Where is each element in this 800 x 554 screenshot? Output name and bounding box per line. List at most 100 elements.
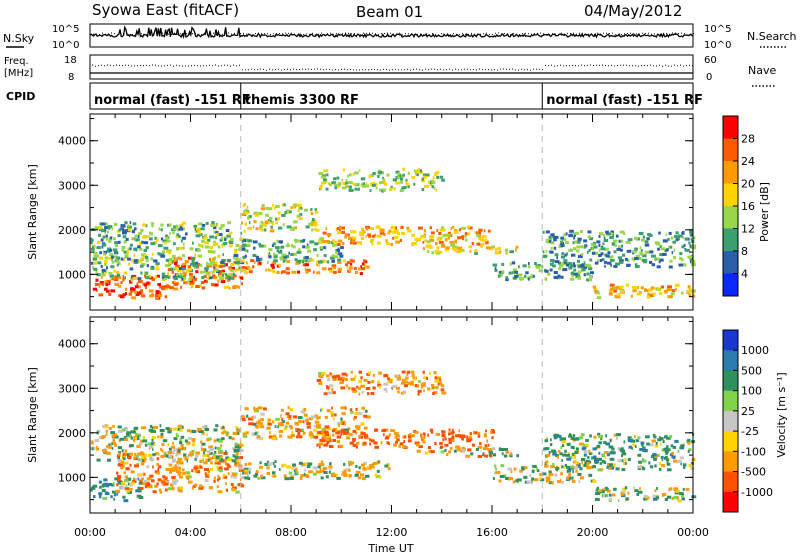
scatter-cell [598,243,601,247]
scatter-cell [282,223,285,227]
scatter-cell [199,263,203,267]
scatter-cell [113,482,115,485]
scatter-cell [665,233,668,237]
x-tick-label: 00:00 [677,526,709,539]
scatter-cell [93,261,97,265]
scatter-cell [138,458,142,462]
scatter-cell [287,406,290,410]
scatter-cell [550,241,555,245]
scatter-cell [259,224,264,228]
scatter-cell [329,462,332,466]
scatter-cell [214,459,218,463]
scatter-cell [171,451,175,455]
scatter-cell [422,240,425,244]
scatter-cell [401,186,406,190]
scatter-cell [198,430,204,433]
scatter-cell [175,224,179,228]
scatter-cell [172,254,176,258]
scatter-cell [619,230,625,234]
scatter-cell [656,487,658,490]
scatter-cell [627,238,633,242]
scatter-cell [137,477,140,481]
scatter-cell [310,212,314,215]
scatter-cell [361,267,366,271]
scatter-cell [685,237,689,241]
scatter-cell [383,233,386,236]
scatter-cell [340,417,343,421]
scatter-cell [165,468,171,471]
scatter-cell [173,287,179,291]
scatter-cell [546,437,548,441]
scatter-cell [318,239,320,243]
scatter-cell [352,236,357,240]
scatter-cell [362,466,366,470]
scatter-cell [616,286,621,290]
scatter-cell [669,435,673,438]
scatter-cell [679,492,683,496]
scatter-cell [319,246,323,250]
scatter-cell [499,475,505,478]
scatter-cell [134,259,138,263]
scatter-cell [132,477,136,481]
scatter-cell [276,249,280,253]
scatter-cell [685,487,690,491]
scatter-cell [634,257,639,260]
scatter-cell [171,270,174,274]
scatter-cell [445,453,449,457]
scatter-cell [230,267,235,270]
scatter-cell [113,497,115,501]
scatter-cell [399,238,402,242]
scatter-cell [148,485,153,489]
scatter-cell [551,481,554,485]
scatter-cell [316,379,322,382]
scatter-cell [378,371,382,375]
scatter-cell [683,463,687,467]
scatter-cell [600,252,604,256]
scatter-cell [218,233,223,237]
scatter-cell [690,237,693,241]
scatter-cell [105,234,108,238]
scatter-cell [172,458,176,462]
scatter-cell [582,443,585,447]
scatter-cell [646,442,650,446]
scatter-cell [317,430,322,434]
scatter-cell [433,371,437,375]
scatter-cell [144,274,146,278]
scatter-cell [377,170,383,174]
scatter-cell [125,292,127,296]
scatter-cell [673,495,679,499]
scatter-cell [326,440,330,444]
scatter-cell [153,241,158,244]
scatter-cell [383,180,386,184]
scatter-cell [204,241,209,245]
scatter-cell [111,258,113,262]
scatter-cell [177,424,182,428]
scatter-cell [103,252,106,256]
scatter-cell [395,434,400,438]
scatter-cell [240,415,245,419]
scatter-cell [572,247,577,251]
scatter-cell [117,284,122,288]
scatter-cell [152,453,156,457]
scatter-cell [495,467,497,471]
scatter-cell [604,264,606,268]
scatter-cell [432,181,436,184]
scatter-cell [515,245,519,249]
scatter-cell [253,406,256,410]
scatter-cell [377,460,380,464]
cpid-segment-label: normal (fast) -151 RF [546,93,703,108]
scatter-cell [674,439,679,443]
scatter-cell [356,385,359,389]
scatter-cell [251,432,255,436]
scatter-cell [477,434,481,438]
scatter-cell [332,378,337,382]
scatter-cell [583,266,587,270]
scatter-cell [554,433,557,437]
scatter-cell [390,185,393,189]
scatter-cell [189,247,194,251]
station-title: Syowa East (fitACF) [92,1,239,19]
scatter-cell [665,451,668,455]
scatter-cell [468,435,472,439]
scatter-cell [435,188,438,192]
scatter-cell [162,277,167,280]
